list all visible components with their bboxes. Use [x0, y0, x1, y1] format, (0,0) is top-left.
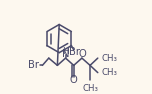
Text: Br: Br: [28, 60, 39, 70]
Text: O: O: [70, 75, 78, 85]
Text: Br: Br: [69, 47, 80, 57]
Text: CH₃: CH₃: [102, 68, 118, 77]
Text: O: O: [78, 49, 86, 59]
Text: H: H: [62, 47, 69, 56]
Text: N: N: [62, 49, 69, 59]
Text: CH₃: CH₃: [102, 54, 118, 63]
Text: CH₃: CH₃: [82, 84, 98, 92]
